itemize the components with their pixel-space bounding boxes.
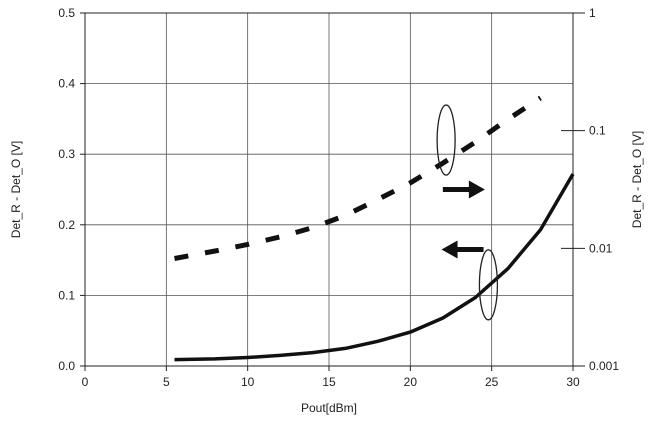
annotation-arrow-left (441, 240, 484, 259)
annotation-ellipse (478, 249, 499, 321)
y-tick-label: 0.5 (58, 6, 75, 20)
x-axis-ticks: 0 5 10 15 20 25 30 (82, 366, 580, 389)
x-tick-label: 10 (241, 375, 255, 389)
y-tick-label: 0.2 (58, 218, 75, 232)
x-tick-label: 30 (566, 375, 580, 389)
annotation-arrow-right (442, 180, 485, 199)
x-tick-label: 20 (404, 375, 418, 389)
series-layer (174, 95, 575, 362)
annotation-layer (436, 104, 499, 321)
y2-tick-label: 0.01 (589, 241, 613, 255)
x-axis-title: Pout[dBm] (301, 401, 357, 415)
y-tick-label: 0.0 (58, 359, 75, 373)
y-tick-label: 0.1 (58, 288, 75, 302)
y-tick-label: 0.4 (58, 77, 75, 91)
y2-axis-ticks: 0.001 0.01 0.1 1 (561, 6, 619, 373)
y-axis-title: Det_R - Det_O [V] (9, 141, 23, 238)
y2-tick-label: 0.1 (589, 124, 606, 138)
x-tick-label: 15 (322, 375, 336, 389)
grid (84, 12, 574, 367)
annotation-ellipse (436, 104, 456, 176)
y-tick-label: 0.3 (58, 147, 75, 161)
series-line-dashed (174, 95, 542, 261)
y2-axis-title: Det_R - Det_O [V] (630, 131, 644, 228)
y2-tick-label: 0.001 (589, 359, 619, 373)
x-tick-label: 5 (163, 375, 170, 389)
y2-tick-label: 1 (589, 6, 596, 20)
x-tick-label: 0 (82, 375, 89, 389)
series-line-solid (174, 173, 575, 362)
x-tick-label: 25 (485, 375, 499, 389)
y-axis-ticks: 0.0 0.1 0.2 0.3 0.4 0.5 (58, 6, 85, 373)
